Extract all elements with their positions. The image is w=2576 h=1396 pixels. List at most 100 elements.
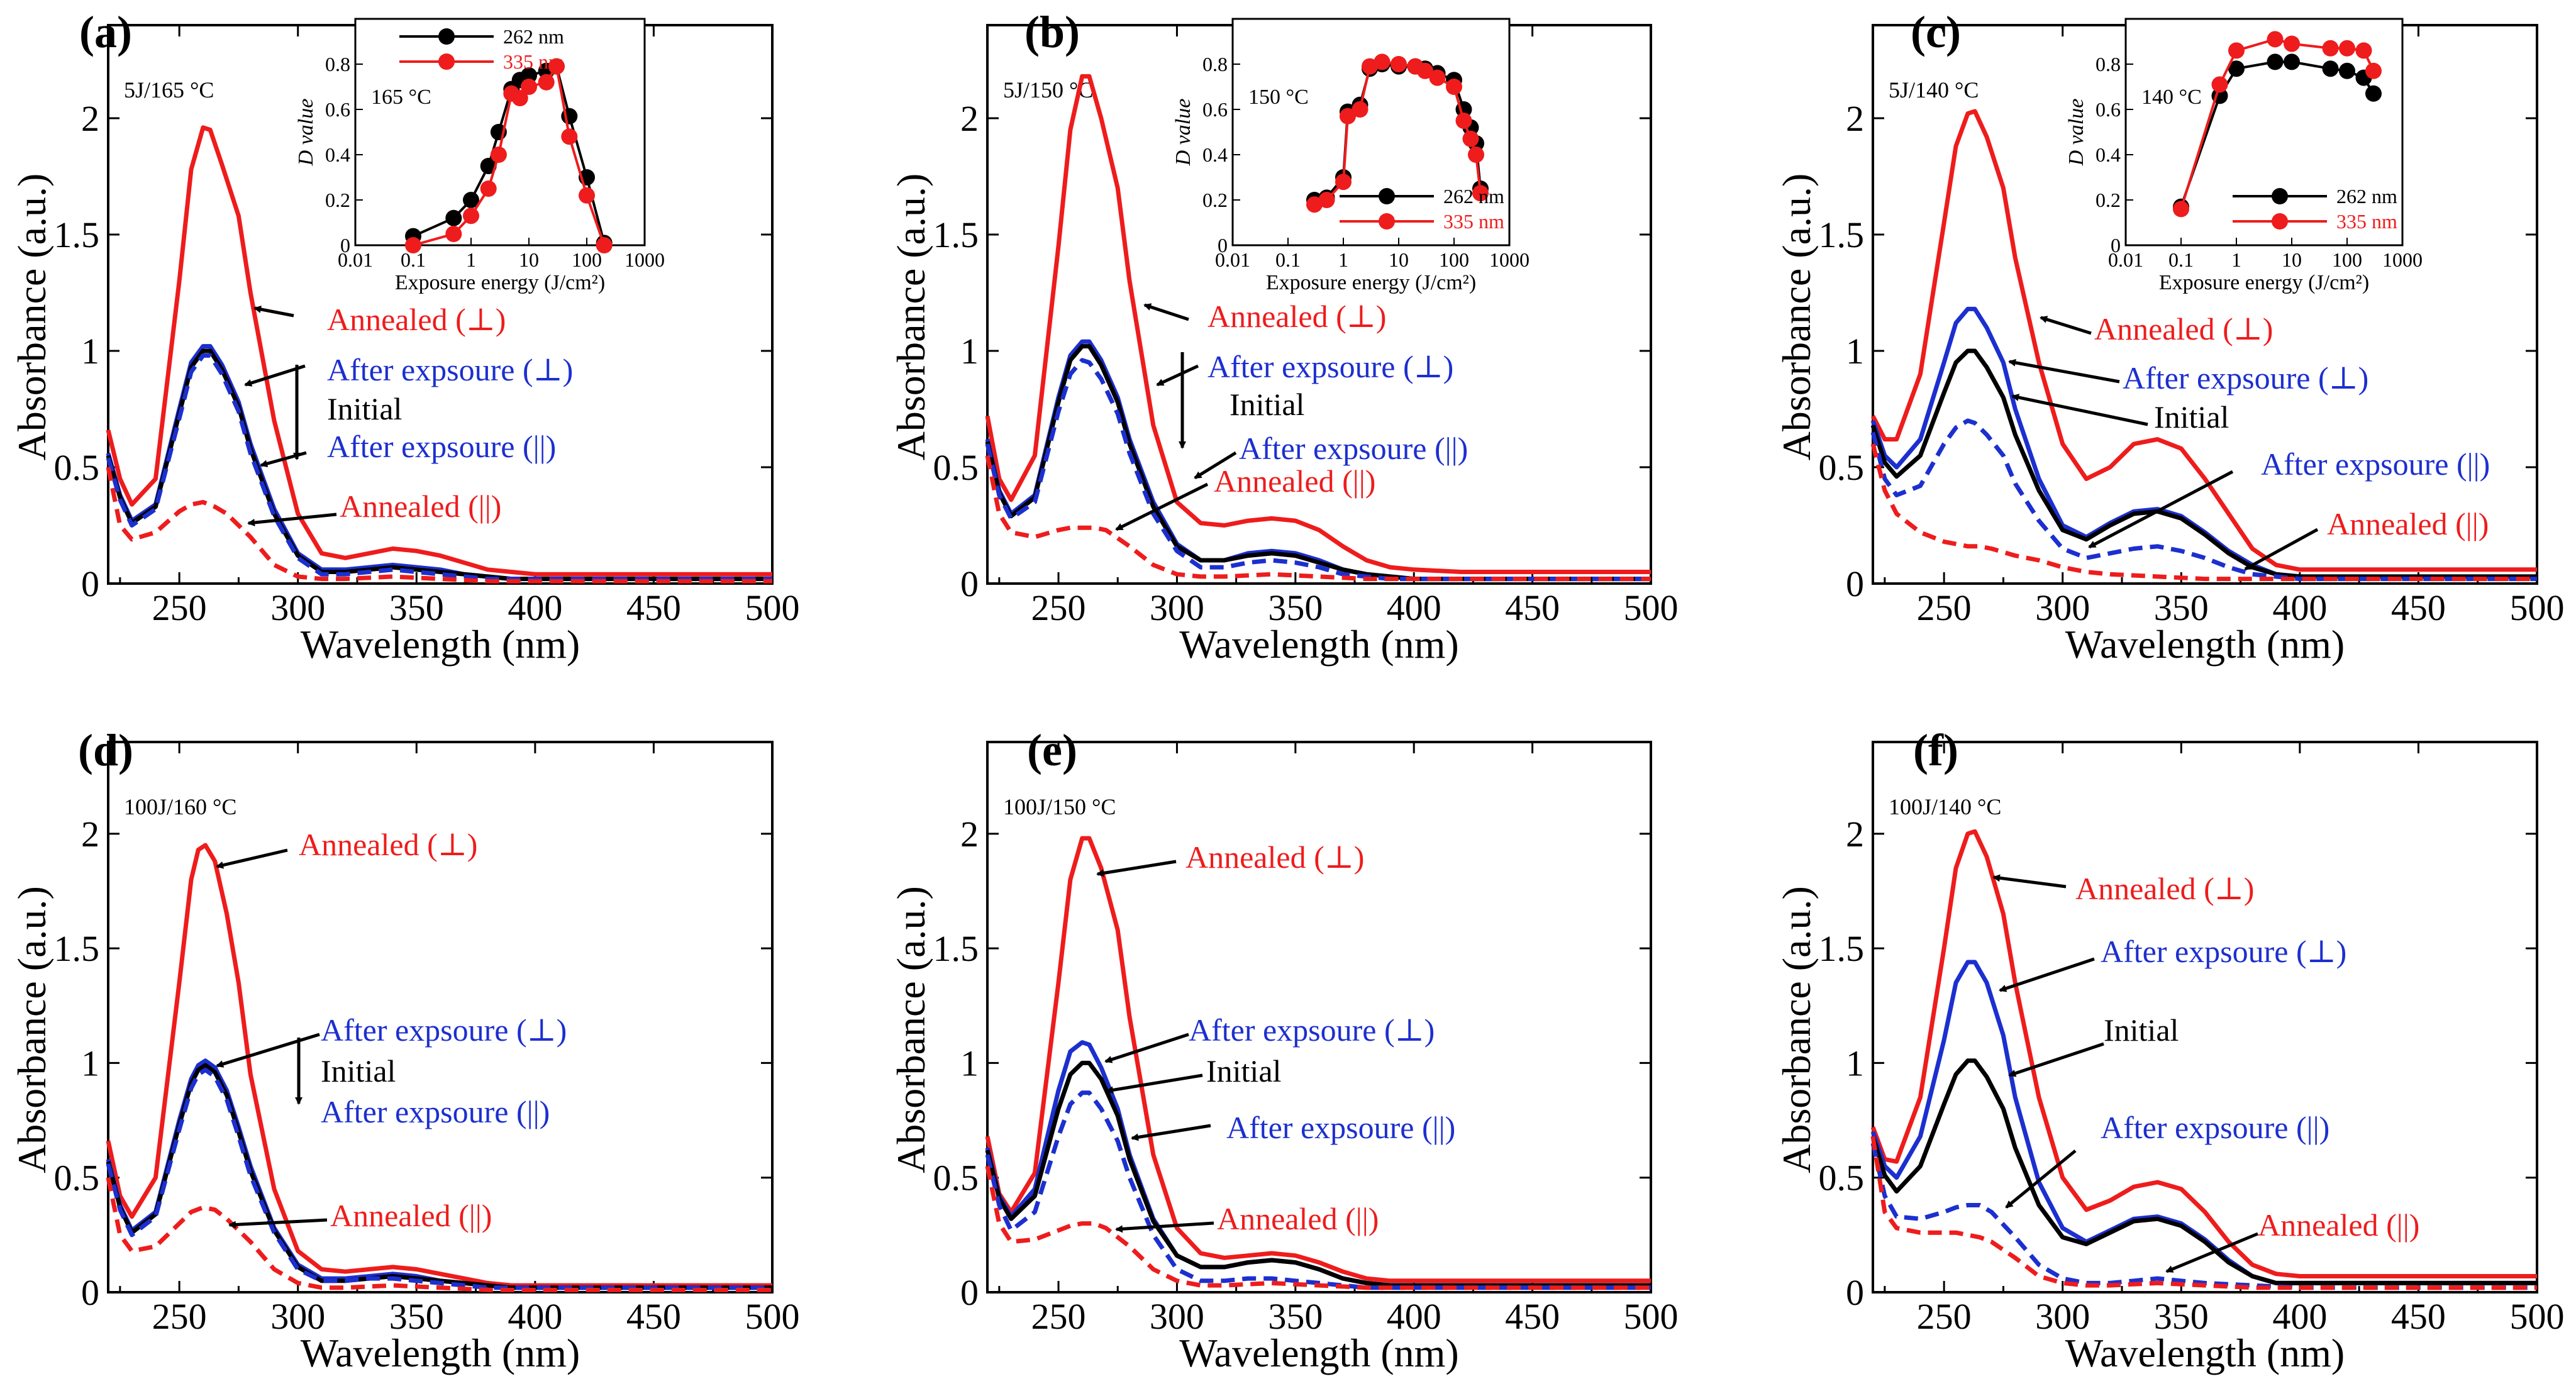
inset-legend-marker [438, 28, 455, 45]
inset-data-point [1472, 185, 1489, 202]
y-tick-label: 0.5 [1819, 447, 1865, 488]
x-tick-label: 300 [270, 1296, 325, 1337]
inset-x-tick-label: 0.01 [338, 248, 373, 271]
annotation-arrow [1999, 957, 2095, 992]
y-tick-label: 1 [1846, 1043, 1864, 1083]
x-tick-label: 400 [508, 587, 562, 628]
y-tick-label: 0 [960, 1272, 979, 1313]
x-tick-label: 350 [2154, 1296, 2209, 1337]
annotation-label: Annealed (⊥) [327, 302, 506, 337]
annotation-label: After expsoure (⊥) [1189, 1012, 1435, 1048]
inset-condition: 140 °C [2141, 86, 2202, 109]
inset-x-tick-label: 0.1 [1275, 248, 1301, 271]
inset-data-point [1374, 53, 1391, 70]
annotation-label: Initial [2104, 1012, 2179, 1048]
inset-legend-label: 335 nm [503, 50, 564, 73]
inset-x-tick-label: 100 [2332, 248, 2362, 271]
series-line-1 [106, 843, 772, 1288]
annotation-label: Initial [1230, 387, 1304, 422]
annotation-arrow [216, 1033, 320, 1068]
y-tick-label: 1 [960, 331, 979, 372]
inset-x-tick-label: 10 [1389, 248, 1409, 271]
inset-x-title: Exposure energy (J/cm²) [1266, 271, 1476, 294]
annotation-label: Annealed (||) [2327, 506, 2489, 541]
series-line-4 [106, 353, 772, 582]
annotation-label: Annealed (⊥) [1208, 299, 1386, 334]
annotation-label: After expsoure (⊥) [2101, 934, 2346, 969]
x-tick-label: 450 [2391, 1296, 2446, 1337]
series-line-4 [985, 358, 1651, 582]
inset-data-point [2284, 35, 2300, 52]
inset-data-point [480, 180, 497, 197]
inset-y-tick-label: 0.2 [1202, 189, 1228, 211]
panel-d: 250 300 350 400 450 500 0 0.5 1 1.5 2 Wavelength (n… [9, 725, 800, 1375]
inset-x-tick-label: 10 [2282, 248, 2302, 271]
inset-data-point [2365, 85, 2382, 102]
annotation-arrow [1115, 1221, 1214, 1233]
inset-data-point [2228, 60, 2245, 77]
inset-y-tick-label: 0.2 [325, 189, 350, 211]
y-tick-label: 0 [1846, 1272, 1864, 1313]
inset-data-point [561, 128, 578, 145]
inset-data-point [1446, 79, 1462, 95]
y-tick-label: 1 [81, 1043, 99, 1083]
condition-label: 100J/140 °C [1889, 794, 2001, 819]
inset-data-point [2267, 53, 2284, 70]
inset-x-tick-label: 10 [519, 248, 539, 271]
annotation-arrow [253, 306, 294, 318]
inset-y-tick-label: 0.4 [325, 143, 350, 166]
annotation-label: After expsoure (||) [1226, 1110, 1455, 1145]
inset-condition: 150 °C [1248, 86, 1309, 109]
series-line-3 [985, 1060, 1651, 1288]
annotation-label: After expsoure (⊥) [327, 352, 573, 387]
annotation-label: Initial [327, 391, 402, 426]
panel-letter: (c) [1911, 7, 1961, 57]
inset-data-point [1416, 62, 1433, 79]
y-tick-label: 1.5 [933, 928, 979, 969]
inset-y-tick-label: 0.2 [2096, 189, 2121, 211]
annotation-label: Annealed (⊥) [2075, 871, 2254, 906]
series-line-5 [106, 1177, 772, 1292]
inset-data-point [1306, 196, 1323, 213]
inset-data-point [2339, 40, 2355, 57]
annotation-arrow [2005, 1149, 2077, 1209]
inset-legend-marker [2272, 213, 2288, 230]
plot-frame [107, 741, 774, 1294]
x-tick-label: 300 [2035, 587, 2090, 628]
x-tick-label: 300 [2035, 1296, 2090, 1337]
y-tick-label: 0 [81, 1272, 99, 1313]
y-tick-label: 0.5 [1819, 1158, 1865, 1199]
inset-data-point [2284, 53, 2300, 70]
y-tick-label: 1.5 [1819, 928, 1865, 969]
inset-y-tick-label: 0 [340, 234, 350, 257]
y-axis-title: Absorbance (a.u.) [1774, 886, 1819, 1173]
annotation-label: Annealed (⊥) [2094, 311, 2273, 346]
annotation-arrow [2088, 470, 2234, 549]
inset-data-point [2322, 40, 2339, 57]
annotation-label: After expsoure (||) [1239, 431, 1468, 466]
inset-y-title: D value [2065, 99, 2088, 167]
y-axis-title: Absorbance (a.u.) [889, 886, 933, 1173]
inset-y-tick-label: 0.6 [2096, 98, 2121, 121]
annotation-label: After expsoure (||) [321, 1094, 550, 1129]
annotation-arrow [247, 512, 337, 526]
inset-data-point [521, 79, 537, 95]
series-line-5 [106, 467, 772, 584]
inset-data-point [2365, 62, 2382, 79]
inset-data-point [2322, 60, 2339, 77]
annotation-label: Annealed (||) [340, 489, 501, 524]
condition-label: 100J/150 °C [1003, 794, 1116, 819]
inset-x-tick-label: 0.01 [2108, 248, 2143, 271]
inset-legend-marker [1379, 213, 1395, 230]
annotation-arrow [1131, 1124, 1211, 1141]
annotation-label: After expsoure (||) [2261, 446, 2490, 482]
y-tick-label: 0.5 [54, 1158, 100, 1199]
x-tick-label: 450 [1505, 587, 1560, 628]
inset-legend-label: 262 nm [1443, 185, 1504, 208]
series-line-4 [1870, 1143, 2537, 1290]
annotation-arrow [2165, 1232, 2258, 1273]
